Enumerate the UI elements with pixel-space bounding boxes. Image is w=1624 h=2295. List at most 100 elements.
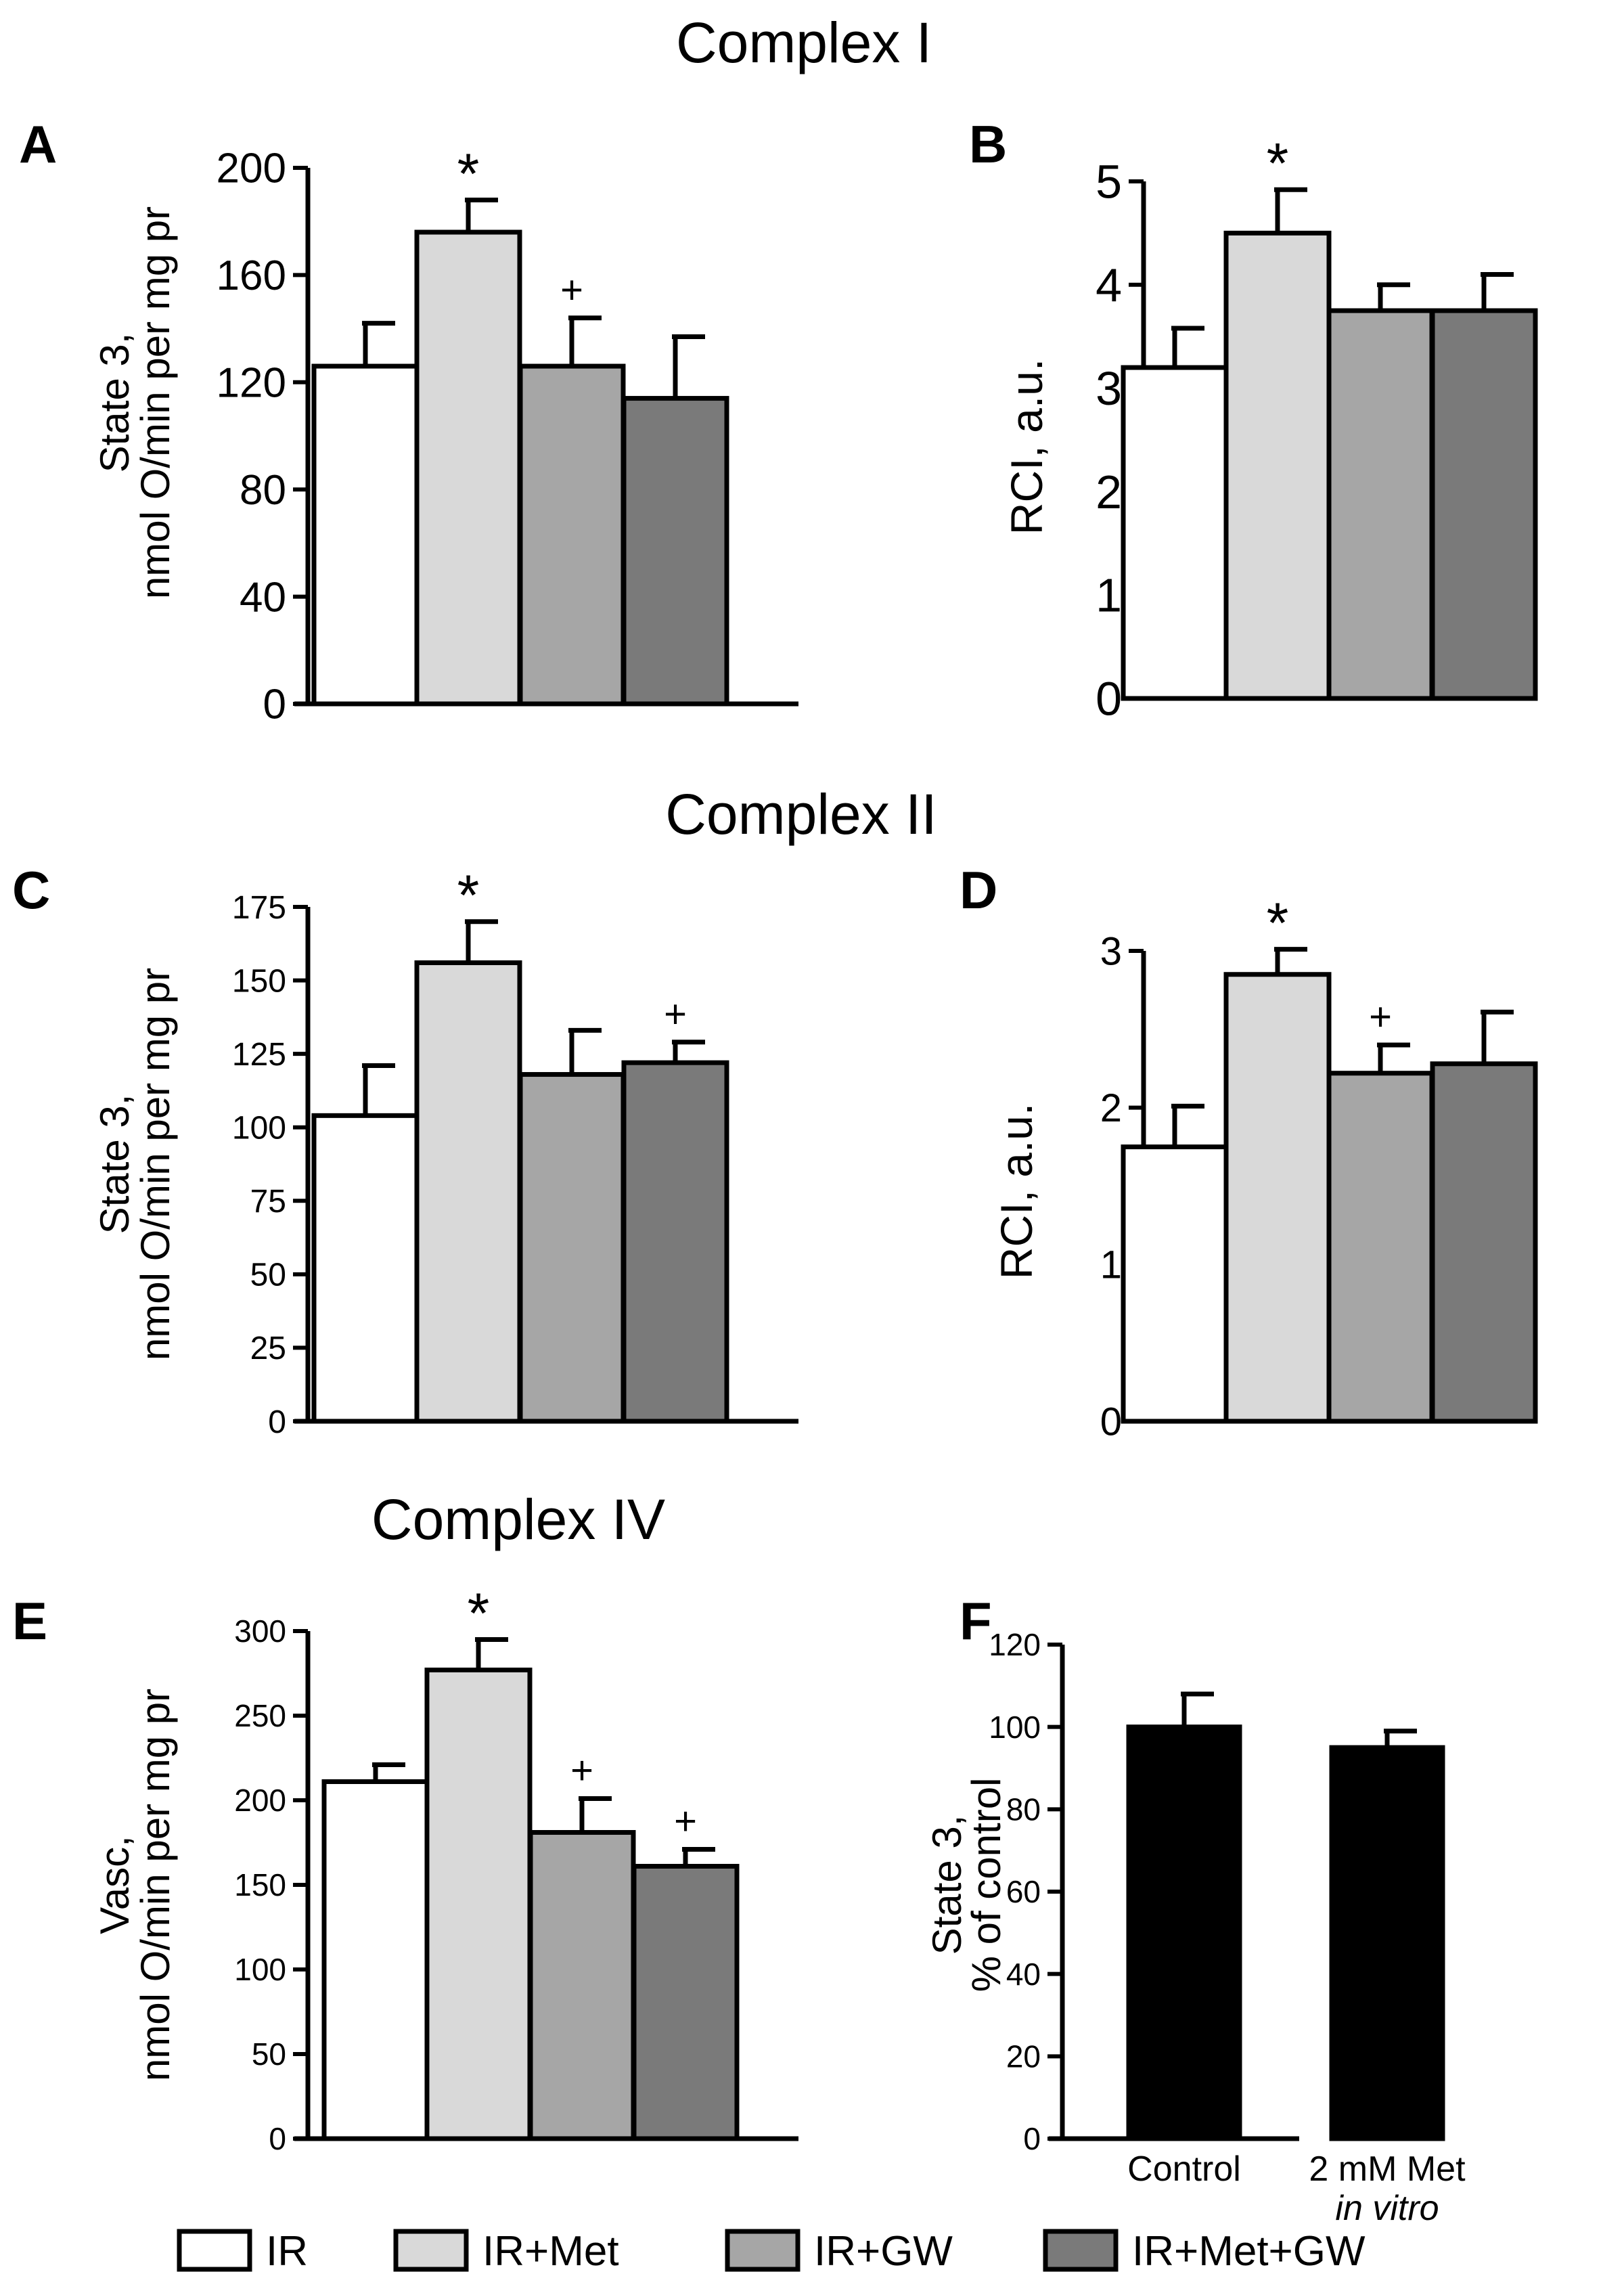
panel-c: C 0 25 50 75 100 125 150 175 State 3,nmol O/min p… bbox=[12, 860, 798, 1440]
y-tick-label: 20 bbox=[1006, 2038, 1041, 2074]
bar-ir bbox=[1121, 1144, 1229, 1424]
y-axis-label: % of control bbox=[964, 1778, 1009, 1992]
significance-star: * bbox=[468, 1582, 490, 1645]
y-axis-label: nmol O/min per mg pr bbox=[133, 1689, 178, 2081]
bar-ir-met-gw bbox=[1430, 308, 1538, 701]
y-tick-label: 0 bbox=[1023, 2121, 1041, 2156]
bar-ir bbox=[311, 1113, 420, 1424]
bar-ir bbox=[1121, 365, 1229, 701]
bar-ir bbox=[311, 363, 420, 707]
y-tick-label: 300 bbox=[234, 1613, 286, 1649]
legend-label: IR+Met+GW bbox=[1132, 2228, 1366, 2275]
panel-letter-a: A bbox=[19, 114, 57, 174]
y-tick-label: 2 bbox=[1096, 466, 1122, 518]
y-tick-label: 100 bbox=[989, 1710, 1041, 1745]
y-tick-label: 120 bbox=[989, 1627, 1041, 1662]
bar-2-mm-met bbox=[1329, 1745, 1445, 2141]
y-tick-label: 3 bbox=[1100, 929, 1122, 973]
panel-letter-b: B bbox=[969, 114, 1007, 174]
panel-f: F 0 20 40 60 80 100 120 State 3,% of control Cont… bbox=[924, 1591, 1466, 2228]
bar-ir-met bbox=[424, 1668, 533, 2141]
y-tick-label: 200 bbox=[234, 1783, 286, 1818]
panel-d: D 0 1 2 3 RCI, a.u. * + bbox=[960, 860, 1538, 1444]
legend-item-ir-gw: IR+GW bbox=[725, 2228, 953, 2275]
legend-label: IR bbox=[266, 2228, 308, 2275]
legend-swatch bbox=[725, 2229, 800, 2272]
y-axis-label: RCI, a.u. bbox=[991, 1103, 1041, 1279]
bar-ir-met-gw bbox=[1430, 1061, 1538, 1424]
legend-item-ir: IR bbox=[177, 2228, 308, 2275]
section-title-complex-ii: Complex II bbox=[665, 782, 937, 846]
y-tick-label: 1 bbox=[1100, 1243, 1122, 1287]
y-tick-label: 150 bbox=[232, 963, 286, 999]
significance-plus: + bbox=[674, 1800, 697, 1844]
significance-star: * bbox=[457, 142, 480, 206]
panel-b: B 0 1 2 3 4 5 RCI, a.u. * bbox=[969, 114, 1538, 726]
y-tick-label: 100 bbox=[234, 1952, 286, 1987]
y-tick-label: 0 bbox=[263, 682, 286, 728]
bar-ir-met-gw bbox=[631, 1864, 740, 2141]
bar-ir-met bbox=[1223, 972, 1332, 1424]
significance-star: * bbox=[457, 864, 480, 927]
y-tick-label: 5 bbox=[1096, 156, 1122, 208]
significance-star: * bbox=[1267, 131, 1289, 195]
y-tick-label: 120 bbox=[217, 360, 286, 407]
y-tick-label: 125 bbox=[232, 1037, 286, 1073]
legend-label: IR+GW bbox=[814, 2228, 953, 2275]
y-tick-label: 80 bbox=[1006, 1791, 1041, 1827]
bar-ir-gw bbox=[518, 363, 626, 707]
bar-ir-met bbox=[1223, 230, 1332, 701]
y-tick-label: 160 bbox=[217, 252, 286, 299]
significance-plus: + bbox=[664, 992, 687, 1036]
x-category-label: 2 mM Met bbox=[1309, 2149, 1466, 2189]
bar-ir-gw bbox=[1326, 1071, 1435, 1424]
y-axis-label: State 3, bbox=[92, 1094, 137, 1234]
bar-ir-gw bbox=[528, 1830, 636, 2141]
y-axis-label: State 3, bbox=[924, 1815, 970, 1955]
legend-item-ir-met-gw: IR+Met+GW bbox=[1043, 2228, 1366, 2275]
y-axis-label: nmol O/min per mg pr bbox=[133, 968, 178, 1360]
y-tick-label: 100 bbox=[232, 1111, 286, 1146]
panel-e: E 0 50 100 150 200 250 300 Vasc,nmol O/min per m… bbox=[12, 1582, 798, 2156]
y-axis-label: RCI, a.u. bbox=[1001, 359, 1052, 535]
y-tick-label: 0 bbox=[1100, 1400, 1122, 1444]
bar-ir-gw bbox=[518, 1072, 626, 1424]
y-tick-label: 40 bbox=[1006, 1957, 1041, 1992]
y-tick-label: 0 bbox=[268, 1404, 286, 1440]
y-tick-label: 50 bbox=[250, 1257, 286, 1293]
significance-plus: + bbox=[560, 268, 583, 312]
x-category-label: Control bbox=[1127, 2149, 1241, 2189]
significance-plus: + bbox=[1369, 995, 1392, 1039]
section-title-complex-i: Complex I bbox=[676, 11, 932, 74]
legend-swatch bbox=[177, 2229, 252, 2272]
panel-a: A 0 40 80 120 160 200 State 3,nmol O/min per mg… bbox=[19, 114, 798, 728]
y-tick-label: 25 bbox=[250, 1331, 286, 1366]
legend-item-ir-met: IR+Met bbox=[393, 2228, 619, 2275]
x-category-sublabel: in vitro bbox=[1335, 2189, 1439, 2228]
panel-letter-e: E bbox=[12, 1591, 47, 1651]
significance-plus: + bbox=[570, 1749, 593, 1793]
y-tick-label: 2 bbox=[1100, 1086, 1122, 1130]
y-tick-label: 150 bbox=[234, 1867, 286, 1902]
bar-ir-met bbox=[414, 229, 522, 707]
y-axis-label: Vasc, bbox=[92, 1835, 137, 1934]
y-tick-label: 4 bbox=[1096, 259, 1122, 311]
legend-swatch bbox=[393, 2229, 469, 2272]
y-tick-label: 40 bbox=[240, 574, 286, 621]
y-axis-label: nmol O/min per mg pr bbox=[133, 206, 178, 599]
panel-letter-c: C bbox=[12, 860, 50, 920]
significance-star: * bbox=[1267, 891, 1289, 955]
y-tick-label: 200 bbox=[217, 146, 286, 192]
bar-ir-gw bbox=[1326, 308, 1435, 701]
y-axis-label: State 3, bbox=[92, 333, 137, 473]
y-tick-label: 50 bbox=[252, 2036, 286, 2072]
bar-ir bbox=[321, 1779, 430, 2141]
y-tick-label: 75 bbox=[250, 1184, 286, 1220]
legend: IR IR+Met IR+GW IR+Met+GW bbox=[177, 2228, 1366, 2275]
y-tick-label: 0 bbox=[269, 2121, 286, 2156]
y-tick-label: 175 bbox=[232, 890, 286, 926]
section-title-complex-iv: Complex IV bbox=[371, 1488, 665, 1551]
bar-ir-met-gw bbox=[621, 1060, 729, 1424]
